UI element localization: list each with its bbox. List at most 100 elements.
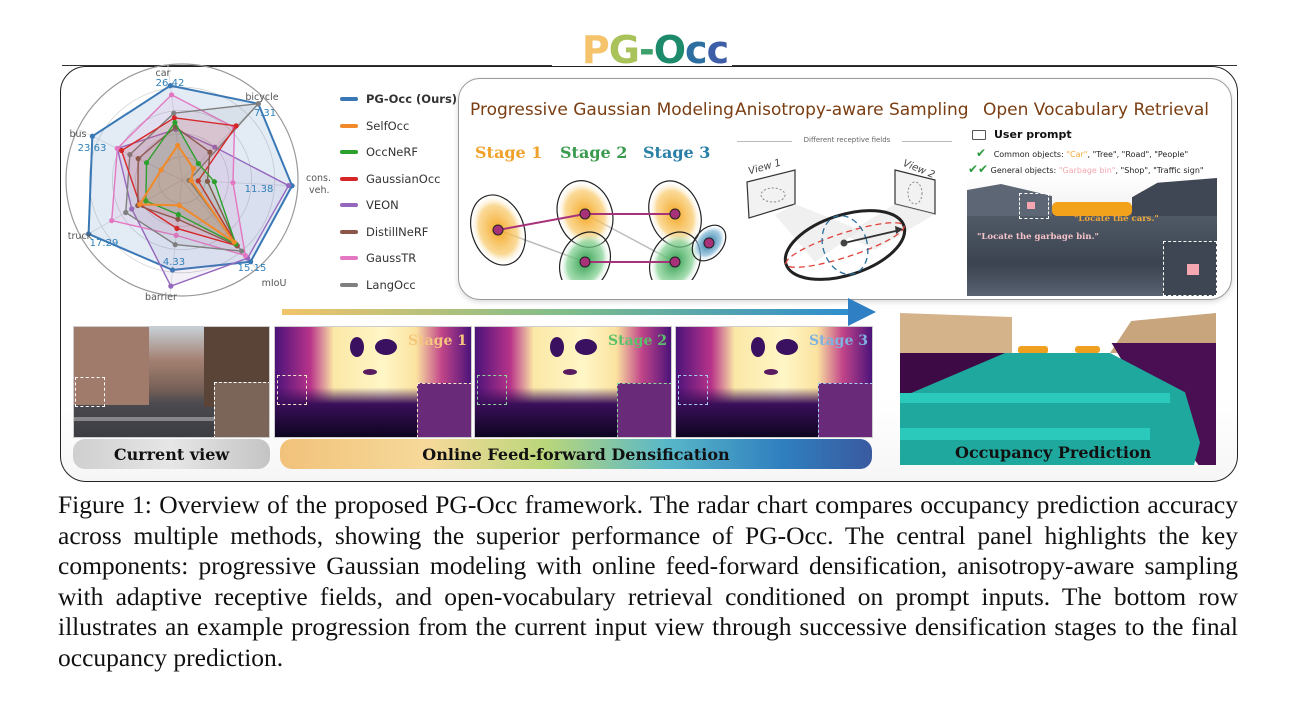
link-line [497,213,586,231]
radar-axis-label: cons. veh. [306,173,331,196]
query-cars: "Locate the cars." [1074,214,1159,224]
figure-caption: Figure 1: Overview of the proposed PG-Oc… [58,490,1238,672]
figure-title: PG-Occ [560,28,750,72]
radar-point [207,149,213,155]
radar-point [89,133,95,139]
gaussian-section-title: Progressive Gaussian Modeling [470,100,734,120]
radar-axis-label: car [156,68,171,79]
retrieval-section-title: Open Vocabulary Retrieval [983,100,1209,120]
occupancy-image [900,313,1216,465]
bin-inset-box [1019,193,1049,219]
title-letter: c [706,28,730,72]
common-objects-line: ✔ Common objects: "Car", "Tree", "Road",… [976,146,1188,160]
radar-point [168,283,174,289]
title-letter: O [653,28,686,72]
radar-point [242,252,248,259]
depth-zoom-inset [617,383,671,437]
user-prompt-label: User prompt [994,128,1072,141]
current-view-inset-box [75,377,105,407]
ellipsoid-center [840,239,848,247]
view2-footprint [907,181,923,205]
retrieval-scene-image: "Locate the cars." "Locate the garbage b… [967,176,1217,296]
occupancy-label: Occupancy Prediction [955,443,1152,462]
title-rule-left [62,65,552,66]
sampling-diagram [746,169,936,281]
radar-series-gausstr [110,93,247,257]
radar-axis-label: bicycle [245,92,278,103]
title-letter: G [608,28,640,72]
common-objects-label: Common objects: [993,150,1067,159]
legend-swatch [340,282,358,287]
user-prompt-row: User prompt [972,128,1072,141]
legend-label: VEON [366,198,399,212]
depth-zoom-inset [818,383,872,437]
legend-swatch [340,256,358,260]
radar-point [173,232,179,238]
radar-point [167,82,174,89]
current-view-image [73,326,270,438]
legend-swatch [340,97,358,101]
gaussian-stage-3-label: Stage 3 [643,143,711,162]
radar-point [212,144,218,150]
projection-beam [775,204,860,262]
receptive-fields-label: Different receptive fields [803,136,891,144]
title-letter: P [581,28,610,72]
current-view-zoom-inset [214,382,269,437]
depth-stage-1-image: Stage 1 [274,326,472,438]
legend-item: GaussTR [340,249,416,267]
progress-arrowhead [848,298,876,326]
legend-label: GaussTR [366,251,417,265]
gaussian-center [669,208,681,220]
legend-item: VEON [340,196,399,214]
radar-point [174,225,180,232]
radar-point [231,239,237,245]
general-objects-rest: , "Shop", "Traffic sign" [1115,166,1204,175]
radar-point [114,145,120,152]
radar-value-label: 17.29 [90,238,119,249]
depth-zoom-inset [417,383,471,437]
legend-label: SelfOcc [366,118,410,133]
legend-label: PG-Occ (Ours) [366,92,458,106]
gaussian-stage-1-label: Stage 1 [475,143,543,162]
radar-point [255,101,261,107]
radar-point [85,231,92,237]
projection-beam [845,204,935,250]
sampling-arrowhead [895,226,903,234]
legend-swatch [340,203,358,207]
progress-arrow [282,309,852,315]
legend-swatch [340,229,358,234]
common-objects-highlight: "Car" [1066,150,1088,159]
legend-item: OccNeRF [340,143,418,161]
radar-axis-label: barrier [145,292,177,303]
double-check-icon: ✔✔ [968,162,989,176]
radar-value-label: 26.42 [156,78,185,89]
legend-swatch [340,150,358,154]
radar-ring [158,156,206,204]
gaussian-center [579,208,591,220]
radar-point [188,177,194,184]
radar-value-label: 15.15 [238,263,267,274]
radar-point [171,115,177,121]
receptive-rule-right [902,141,952,142]
radar-series-gaussianocc [120,117,239,247]
view1-footprint [760,187,786,203]
legend-swatch [340,123,358,128]
check-icon: ✔ [976,146,987,160]
depth-stage-3-image: Stage 3 [675,326,873,438]
current-view-label: Current view [73,439,270,469]
radar-point [169,267,176,273]
radar-point [127,151,133,158]
title-letter: - [638,28,655,72]
garbage-bin-zoom [1187,264,1199,275]
garbage-bin-voxel [1027,202,1035,209]
chat-icon [972,129,986,140]
sampling-section-title: Anisotropy-aware Sampling [735,100,969,120]
depth-stage-label: Stage 2 [608,333,667,349]
radar-point [211,179,218,185]
radar-point [233,123,239,129]
common-objects-rest: , "Tree", "Road", "People" [1087,150,1189,159]
radar-axis-label: truck [68,231,93,242]
radar-point [135,156,141,162]
